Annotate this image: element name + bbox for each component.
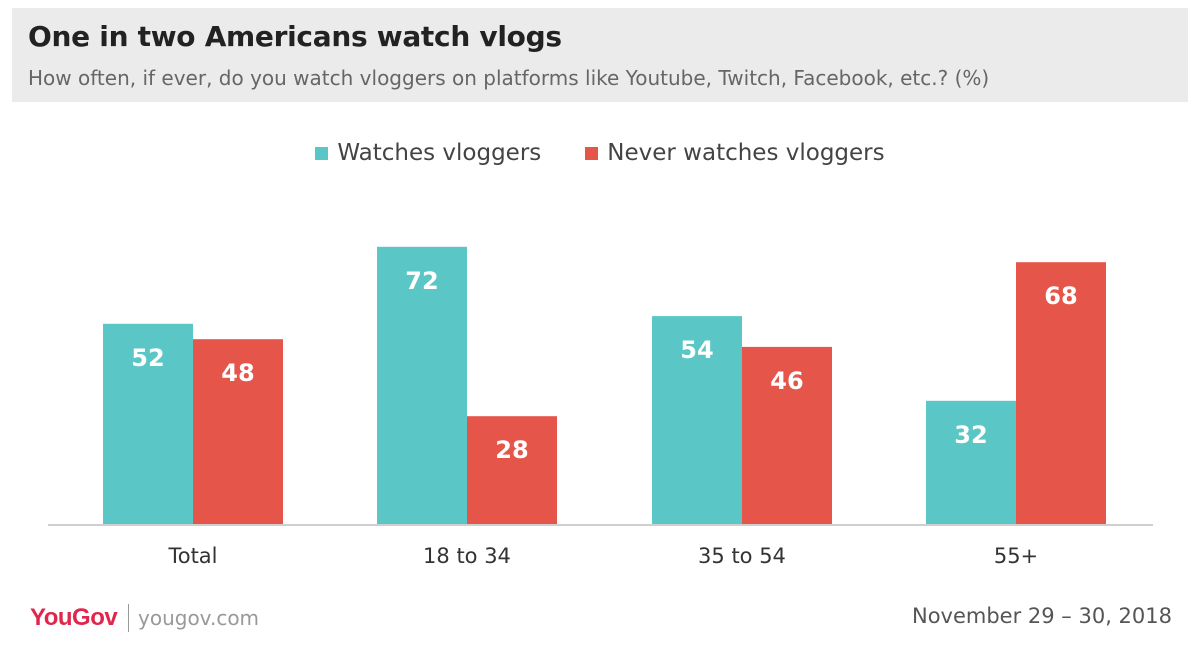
x-tick-label-0: Total [167,544,217,568]
bar-watches-0 [103,323,193,524]
legend: Watches vloggers Never watches vloggers [0,140,1200,166]
bar-watches-1 [377,246,467,525]
bar-never-2 [742,346,832,524]
data-label-never-0: 48 [221,359,254,387]
legend-item-watches: Watches vloggers [315,140,541,166]
legend-swatch-never [585,146,599,160]
footer-date: November 29 – 30, 2018 [911,604,1172,628]
data-label-watches-0: 52 [131,344,164,372]
x-tick-label-1: 18 to 34 [423,544,511,568]
x-tick-label-3: 55+ [994,544,1038,568]
footer-separator [128,604,129,632]
data-label-watches-2: 54 [680,336,713,364]
data-label-never-1: 28 [495,436,528,464]
chart-subtitle: How often, if ever, do you watch vlogger… [28,66,990,90]
bar-never-0 [193,339,283,524]
data-label-never-3: 68 [1044,282,1077,310]
data-label-never-2: 46 [770,367,803,395]
bar-watches-3 [926,400,1016,524]
bar-watches-2 [652,316,742,524]
bar-never-1 [467,416,557,524]
legend-label-never: Never watches vloggers [607,140,885,166]
x-tick-label-2: 35 to 54 [698,544,786,568]
data-label-watches-1: 72 [405,267,438,295]
bar-never-3 [1016,262,1106,524]
footer-site: yougov.com [138,606,260,630]
legend-label-watches: Watches vloggers [337,140,542,166]
chart-title: One in two Americans watch vlogs [28,20,562,53]
yougov-logo: YouGov [30,604,118,631]
legend-item-never: Never watches vloggers [585,140,885,166]
data-label-watches-3: 32 [954,421,987,449]
legend-swatch-watches [315,146,329,160]
header-banner: One in two Americans watch vlogs How oft… [12,8,1188,102]
